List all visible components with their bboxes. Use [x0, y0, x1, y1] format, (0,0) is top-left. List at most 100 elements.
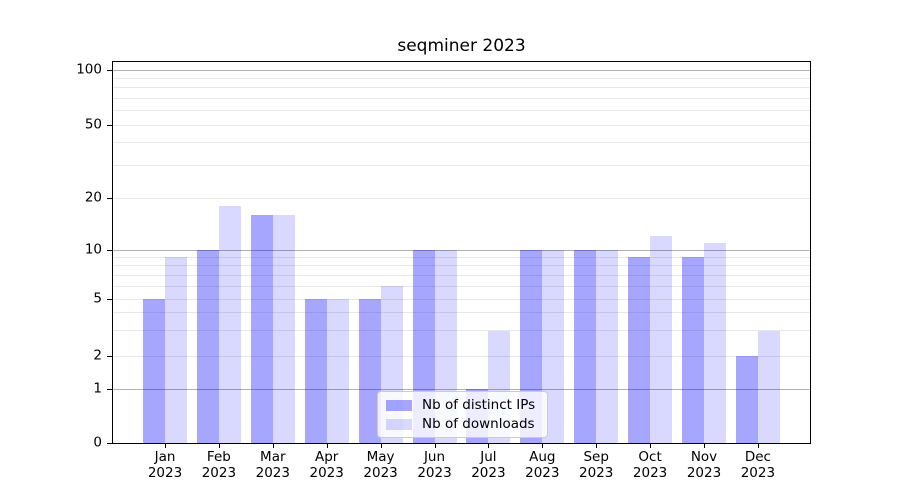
gridline-minor-8 — [113, 265, 810, 267]
bar-distinct-ips-dec — [735, 356, 758, 443]
bar-distinct-ips-jan — [143, 299, 165, 443]
bar-downloads-nov — [704, 242, 726, 443]
x-tick-mark-dec — [757, 444, 759, 448]
x-tick-mark-mar — [272, 444, 274, 448]
bar-distinct-ips-feb — [196, 250, 219, 443]
x-tick-label-may: May 2023 — [363, 449, 398, 481]
x-tick-label-line: Dec — [744, 449, 771, 465]
gridline-minor-30 — [113, 165, 810, 167]
gridline-major-1 — [113, 388, 810, 390]
y-tick-label-10: 10 — [84, 241, 102, 258]
x-tick-mark-sep — [596, 444, 598, 448]
gridline-minor-50 — [113, 124, 810, 126]
y-tick-label-100: 100 — [76, 61, 102, 78]
bar-downloads-feb — [218, 205, 241, 443]
gridline-minor-40 — [113, 142, 810, 144]
x-tick-label-line: 2023 — [686, 464, 722, 481]
y-tick-label-5: 5 — [93, 290, 102, 307]
x-tick-label-line: 2023 — [471, 464, 506, 481]
gridline-minor-90 — [113, 77, 810, 79]
x-tick-label-line: 2023 — [525, 464, 560, 481]
x-tick-label-line: 2023 — [632, 464, 668, 481]
x-tick-label-line: 2023 — [255, 464, 290, 481]
x-tick-mark-oct — [650, 444, 652, 448]
x-tick-label-line: Oct — [638, 449, 662, 465]
y-tick-label-1: 1 — [93, 380, 102, 397]
chart-title: seqminer 2023 — [397, 36, 526, 56]
x-tick-mark-feb — [218, 444, 220, 448]
x-tick-mark-aug — [542, 444, 544, 448]
x-tick-label-line: Apr — [315, 449, 339, 465]
gridline-minor-80 — [113, 87, 810, 89]
x-tick-label-mar: Mar 2023 — [255, 449, 290, 481]
gridline-major-10 — [113, 249, 810, 251]
x-tick-label-line: Jul — [480, 449, 497, 465]
bar-distinct-ips-may — [358, 299, 381, 443]
x-tick-label-line: May — [366, 449, 395, 465]
x-tick-label-line: Aug — [529, 449, 556, 465]
gridline-major-100 — [113, 69, 810, 71]
x-tick-label-line: 2023 — [363, 464, 398, 481]
gridline-minor-60 — [113, 110, 810, 111]
x-tick-label-apr: Apr 2023 — [309, 449, 344, 481]
x-tick-label-line: 2023 — [147, 464, 183, 481]
x-tick-mark-nov — [704, 444, 705, 448]
x-tick-label-jul: Jul 2023 — [471, 449, 506, 481]
y-tick-label-2: 2 — [93, 347, 102, 364]
gridline-minor-7 — [113, 274, 810, 276]
x-tick-label-line: 2023 — [740, 464, 776, 481]
legend-swatch-downloads — [386, 418, 412, 430]
bar-downloads-sep — [596, 250, 619, 443]
bar-downloads-oct — [650, 236, 673, 443]
x-tick-label-line: 2023 — [579, 464, 614, 481]
x-tick-label-dec: Dec 2023 — [740, 449, 776, 481]
y-tick-label-20: 20 — [84, 189, 102, 206]
legend: Nb of distinct IPs Nb of downloads — [377, 391, 548, 438]
y-tick-label-0: 0 — [93, 434, 102, 451]
gridline-minor-20 — [113, 197, 810, 199]
x-tick-mark-apr — [326, 444, 328, 448]
x-tick-label-line: Jan — [154, 449, 176, 465]
x-tick-mark-may — [380, 444, 382, 448]
x-tick-label-line: Jun — [423, 449, 446, 465]
bar-distinct-ips-oct — [628, 257, 651, 443]
gridline-minor-2 — [113, 355, 810, 357]
plot-area — [112, 61, 811, 444]
legend-item-downloads: Nb of downloads — [386, 416, 538, 432]
x-tick-label-line: Nov — [690, 449, 718, 465]
bar-downloads-dec — [757, 330, 780, 443]
bar-downloads-jan — [165, 257, 187, 443]
bar-distinct-ips-nov — [682, 257, 704, 443]
x-tick-mark-jan — [165, 444, 166, 448]
x-tick-label-line: 2023 — [309, 464, 344, 481]
x-tick-label-aug: Aug 2023 — [525, 449, 560, 481]
gridline-minor-3 — [113, 330, 810, 332]
x-tick-label-jan: Jan 2023 — [147, 449, 183, 481]
x-tick-label-line: Feb — [206, 449, 231, 465]
gridline-minor-4 — [113, 312, 810, 314]
legend-label-distinct-ips: Nb of distinct IPs — [422, 397, 536, 413]
bar-downloads-mar — [272, 214, 295, 443]
y-tick-label-50: 50 — [84, 116, 102, 133]
bar-distinct-ips-mar — [250, 214, 273, 443]
bar-distinct-ips-apr — [304, 299, 327, 443]
x-tick-label-line: Sep — [583, 449, 609, 465]
x-tick-label-sep: Sep 2023 — [579, 449, 614, 481]
gridline-minor-6 — [113, 285, 810, 287]
x-tick-label-line: 2023 — [201, 464, 237, 481]
bar-downloads-apr — [326, 299, 349, 443]
gridline-minor-5 — [113, 298, 810, 300]
x-tick-label-line: 2023 — [417, 464, 452, 481]
x-tick-label-feb: Feb 2023 — [201, 449, 237, 481]
bar-distinct-ips-sep — [574, 250, 597, 443]
x-tick-label-jun: Jun 2023 — [417, 449, 452, 481]
x-tick-label-line: Mar — [260, 449, 286, 465]
legend-swatch-distinct-ips — [386, 399, 412, 411]
x-tick-mark-jun — [434, 444, 436, 448]
x-tick-label-nov: Nov 2023 — [686, 449, 722, 481]
legend-item-distinct-ips: Nb of distinct IPs — [386, 397, 538, 413]
x-tick-mark-jul — [488, 444, 490, 448]
gridline-minor-9 — [113, 256, 810, 258]
gridline-minor-70 — [113, 97, 810, 99]
